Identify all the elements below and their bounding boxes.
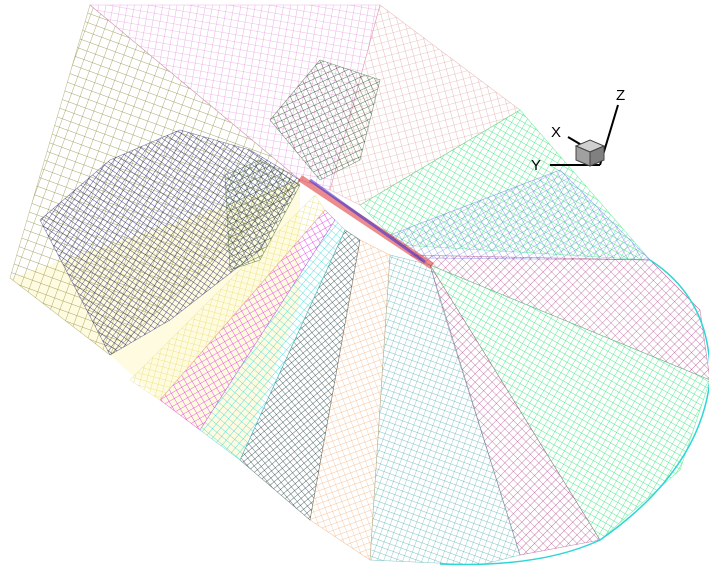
triad-label: Z [616,87,625,104]
triad-label: X [551,124,561,141]
axis-triad: X Y Z [531,87,625,174]
mesh [9,4,709,566]
mesh-zone [129,194,326,401]
triad-label: Y [531,157,541,174]
mesh-zone [269,59,381,181]
triad-cube [589,145,605,167]
mesh-outline [439,259,709,566]
mesh-axis [309,178,426,264]
mesh-zone [224,159,301,271]
